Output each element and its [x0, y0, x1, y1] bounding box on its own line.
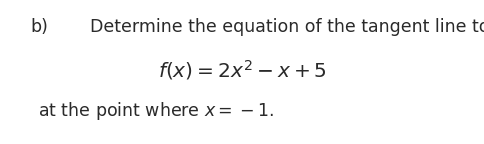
- Text: $f(x) = 2x^2 - x + 5$: $f(x) = 2x^2 - x + 5$: [157, 58, 326, 82]
- Text: b): b): [30, 18, 48, 36]
- Text: Determine the equation of the tangent line to the graph of: Determine the equation of the tangent li…: [90, 18, 484, 36]
- Text: at the point where $x = -1$.: at the point where $x = -1$.: [38, 100, 273, 122]
